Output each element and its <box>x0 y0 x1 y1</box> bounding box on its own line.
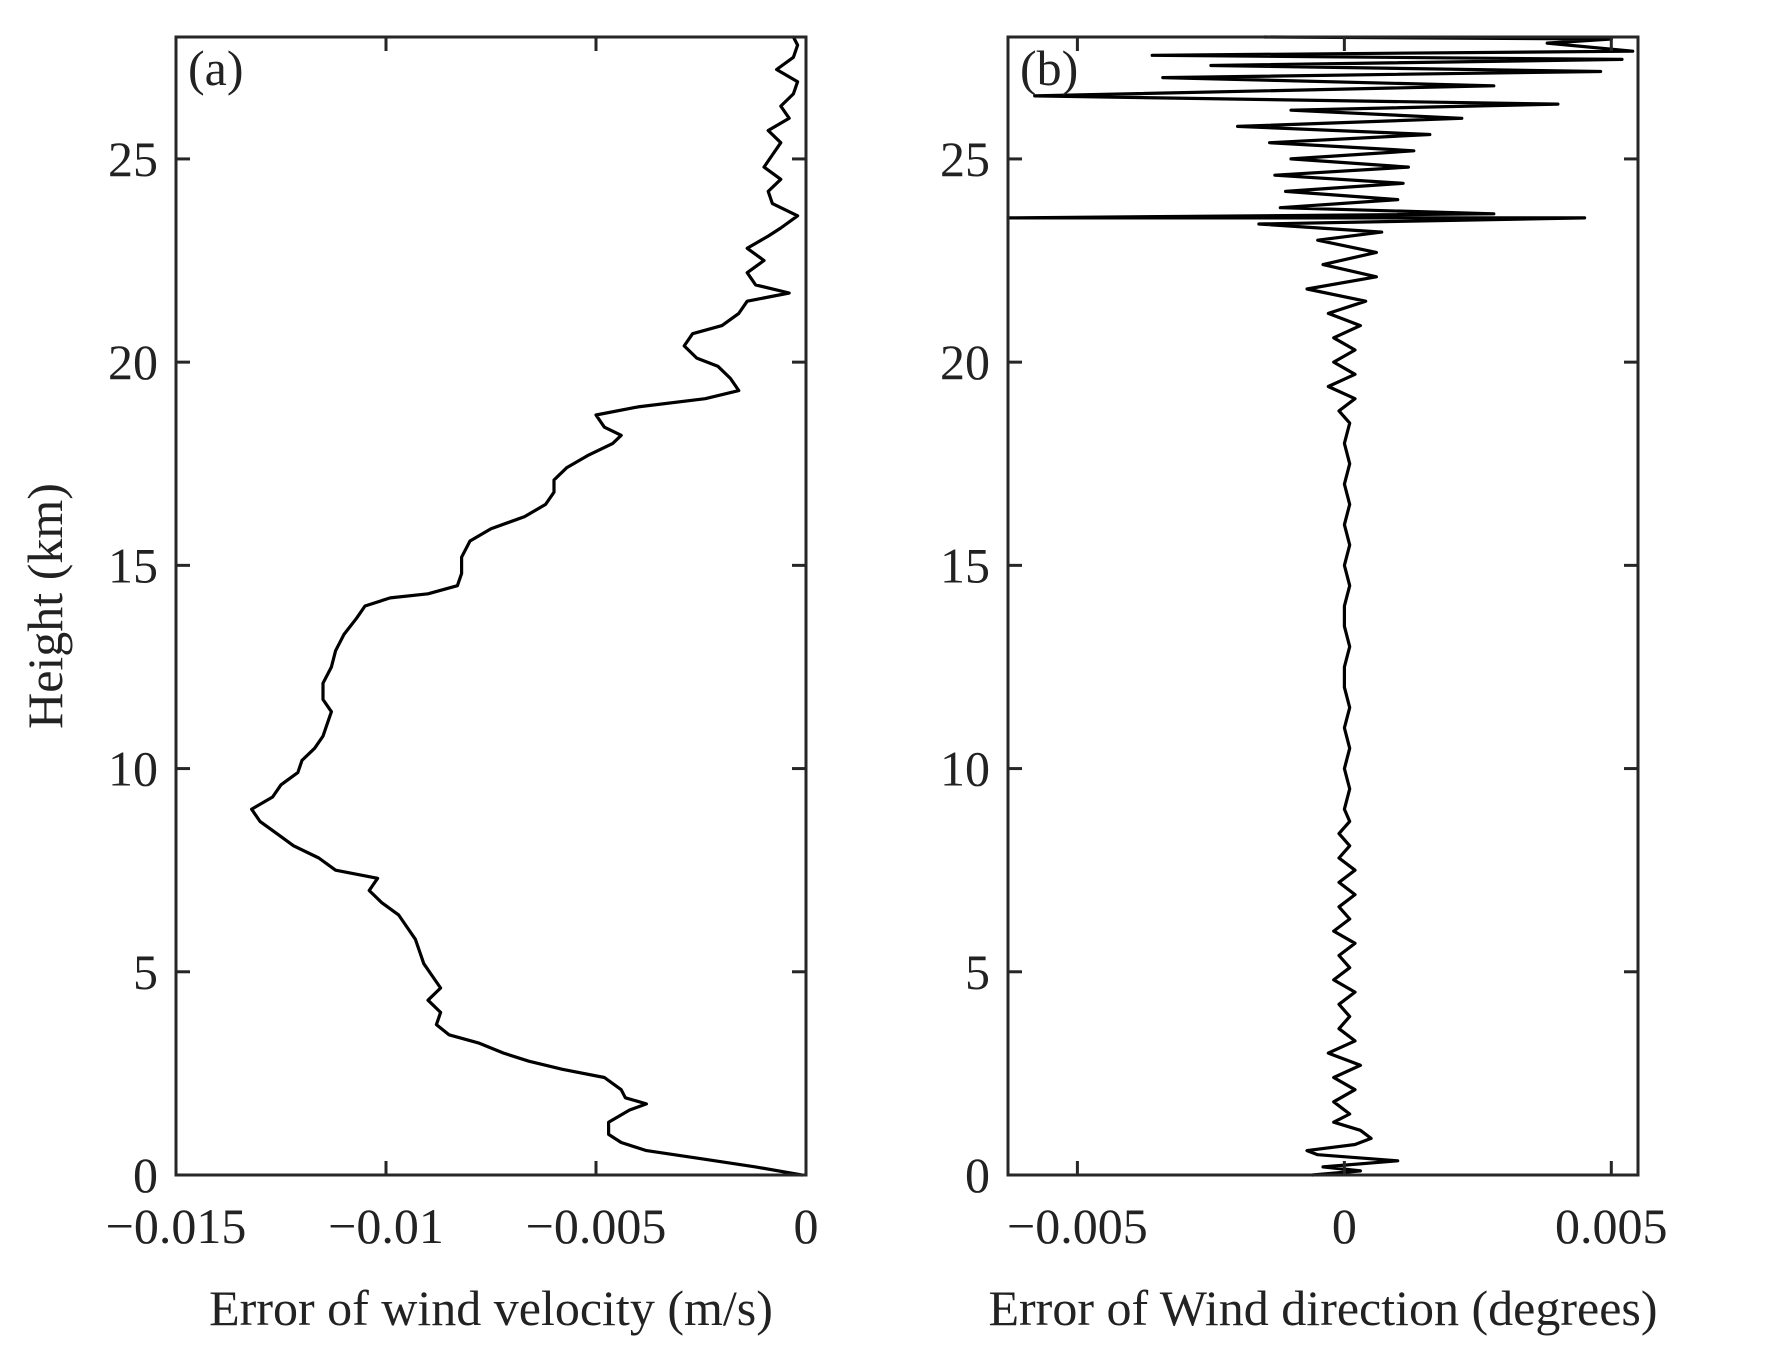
y-tick-label: 10 <box>108 741 158 797</box>
panel-label: (a) <box>188 40 244 96</box>
panel-a: −0.015 −0.01 −0.005 0 0 5 10 15 20 25 Error of win… <box>17 35 819 1336</box>
x-tick-label: −0.01 <box>328 1198 444 1254</box>
data-line-b-0 <box>1006 35 1635 1177</box>
y-tick-label: 15 <box>108 537 158 593</box>
panel-b: −0.005 0 0.005 0 5 10 15 20 25 Error of Wind dire… <box>940 35 1668 1336</box>
x-axis-label: Error of wind velocity (m/s) <box>209 1280 773 1336</box>
y-tick-label: 25 <box>940 131 990 187</box>
y-tick-label: 15 <box>940 537 990 593</box>
y-tick-label: 5 <box>965 944 990 1000</box>
x-tick-label: −0.005 <box>526 1198 667 1254</box>
data-line-a-0 <box>250 35 804 1177</box>
x-tick-label: −0.015 <box>106 1198 247 1254</box>
y-tick-label: 20 <box>108 334 158 390</box>
x-tick-label: 0 <box>794 1198 819 1254</box>
panel-label: (b) <box>1020 40 1078 96</box>
axes-frame <box>1006 35 1640 1177</box>
y-tick-label: 0 <box>965 1147 990 1203</box>
y-tick-label: 10 <box>940 741 990 797</box>
axes-frame <box>174 35 808 1177</box>
y-tick-label: 5 <box>133 944 158 1000</box>
y-tick-label: 25 <box>108 131 158 187</box>
x-axis-label: Error of Wind direction (degrees) <box>988 1280 1657 1336</box>
x-tick-label: 0 <box>1332 1198 1357 1254</box>
x-tick-label: −0.005 <box>1007 1198 1148 1254</box>
x-tick-label: 0.005 <box>1555 1198 1668 1254</box>
y-tick-label: 0 <box>133 1147 158 1203</box>
y-axis-label: Height (km) <box>17 483 73 729</box>
y-tick-label: 20 <box>940 334 990 390</box>
